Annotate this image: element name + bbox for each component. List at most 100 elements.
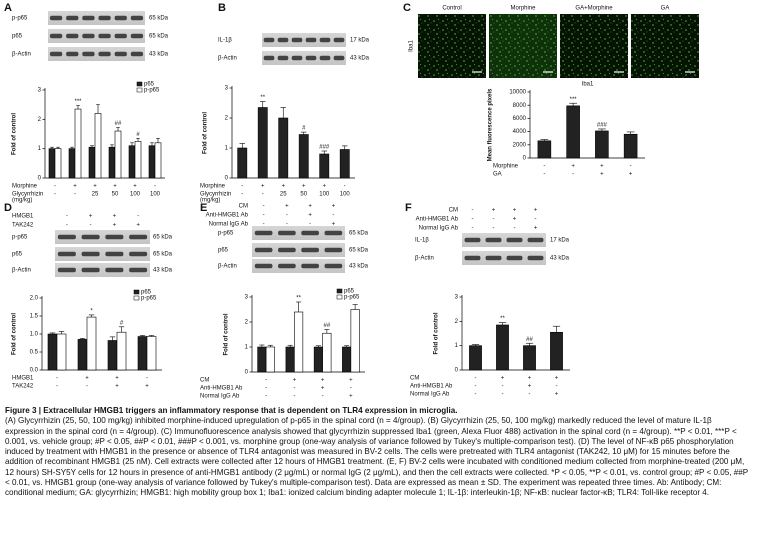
y-tick-label: 1.0	[30, 332, 39, 338]
condition-unit: (mg/kg)	[12, 198, 32, 204]
blot-strip	[48, 29, 145, 43]
panel-letter: D	[4, 202, 12, 214]
y-tick-label: 2	[455, 319, 459, 325]
blot-size: 43 kDa	[350, 56, 370, 62]
blot-band	[105, 267, 124, 273]
blot-band	[291, 37, 303, 43]
micrograph-overlay	[489, 14, 557, 78]
blot-band	[301, 263, 319, 269]
y-tick-label: 10000	[509, 90, 526, 96]
condition-label: Morphine	[12, 184, 38, 190]
condition-value: +	[513, 208, 517, 214]
condition-value: 100	[130, 192, 141, 198]
condition-value: +	[302, 184, 306, 190]
legend-label: p-p65	[144, 88, 160, 94]
y-tick-label: 0	[245, 370, 249, 376]
bar	[623, 133, 638, 159]
condition-value: +	[555, 392, 559, 398]
blot-band	[485, 237, 502, 243]
condition-value: +	[89, 214, 93, 220]
blot-band	[105, 251, 124, 257]
y-axis-label: Fold of control	[434, 312, 440, 354]
condition-value: -	[263, 204, 265, 210]
condition-value: 25	[92, 192, 99, 198]
condition-value: -	[293, 394, 295, 400]
blot-band	[291, 55, 303, 61]
condition-value: +	[145, 384, 149, 390]
blot-band	[277, 55, 289, 61]
micrograph	[418, 14, 486, 78]
legend-label: p65	[144, 82, 155, 88]
legend-swatch	[133, 289, 140, 295]
panel-letter: C	[403, 2, 411, 14]
y-tick-label: 0	[523, 156, 527, 162]
legend-swatch	[136, 87, 143, 93]
condition-value: +	[555, 376, 559, 382]
chart: F 0 1 2 3 Fold of control ** ## CM - + + + Anti-HMGB1…	[405, 202, 570, 398]
condition-value: -	[56, 376, 58, 382]
blot-label: p65	[218, 248, 229, 254]
blot-size: 43 kDa	[349, 264, 369, 270]
blot-band	[129, 267, 148, 273]
image-label: Morphine	[510, 6, 536, 12]
bar	[285, 346, 295, 373]
blot-band	[98, 51, 111, 57]
micrograph	[560, 14, 628, 78]
chart-title: Iba1	[582, 82, 594, 88]
condition-value: +	[281, 184, 285, 190]
legend-swatch	[136, 81, 143, 87]
blot-band	[319, 37, 331, 43]
western-blot: p-p65 65 kDa p65 65 kDa β-Actin 43 kDa HMGB1 - +…	[12, 214, 173, 277]
blot-band	[464, 237, 481, 243]
bar	[137, 336, 148, 371]
legend-swatch	[336, 294, 343, 300]
condition-value: -	[54, 184, 56, 190]
bar	[537, 140, 552, 159]
western-blot: IL-1β 17 kDa β-Actin 43 kDa CM - + + + Anti-HMGB1…	[415, 208, 570, 265]
condition-value: -	[54, 192, 56, 198]
y-tick-label: 8000	[513, 103, 527, 109]
condition-value: +	[332, 222, 336, 228]
blot-label: p65	[12, 252, 23, 258]
condition-label: HMGB1	[12, 376, 34, 382]
y-tick-label: 1	[225, 146, 229, 152]
blot-band	[464, 255, 481, 261]
blot-label: p-p65	[218, 231, 234, 237]
significance-label: #	[136, 132, 140, 138]
condition-label: CM	[449, 208, 458, 214]
condition-value: -	[630, 164, 632, 170]
condition-value: -	[472, 226, 474, 232]
blot-label: β-Actin	[218, 56, 237, 62]
significance-label: ##	[115, 121, 122, 127]
significance-label: ###	[597, 123, 608, 129]
figure: Control Morphine GA+Morphine GA Iba1 A01…	[4, 2, 699, 400]
condition-label: Normal IgG Ab	[200, 394, 240, 400]
blot-band	[66, 51, 79, 57]
bar	[496, 324, 509, 371]
blot-band	[81, 234, 100, 240]
bar	[469, 345, 482, 371]
blot-size: 17 kDa	[550, 238, 570, 244]
image-stain: Iba1	[409, 40, 415, 52]
y-tick-label: 0.5	[30, 350, 39, 356]
blot-band	[277, 37, 289, 43]
image-label: GA+Morphine	[575, 6, 613, 12]
condition-label: CM	[200, 378, 209, 384]
condition-value: +	[513, 217, 517, 223]
blot-strip	[252, 226, 345, 240]
condition-value: +	[115, 376, 119, 382]
significance-label: ###	[319, 145, 330, 151]
condition-value: +	[321, 378, 325, 384]
condition-value: +	[322, 184, 326, 190]
blot-size: 43 kDa	[550, 256, 570, 262]
blot-band	[527, 237, 544, 243]
condition-value: -	[493, 217, 495, 223]
bar	[107, 340, 118, 371]
y-tick-label: 4000	[513, 129, 527, 135]
significance-label: #	[302, 126, 306, 132]
condition-value: -	[493, 226, 495, 232]
significance-label: **	[500, 316, 505, 322]
condition-label: Anti-HMGB1 Ab	[410, 384, 453, 390]
